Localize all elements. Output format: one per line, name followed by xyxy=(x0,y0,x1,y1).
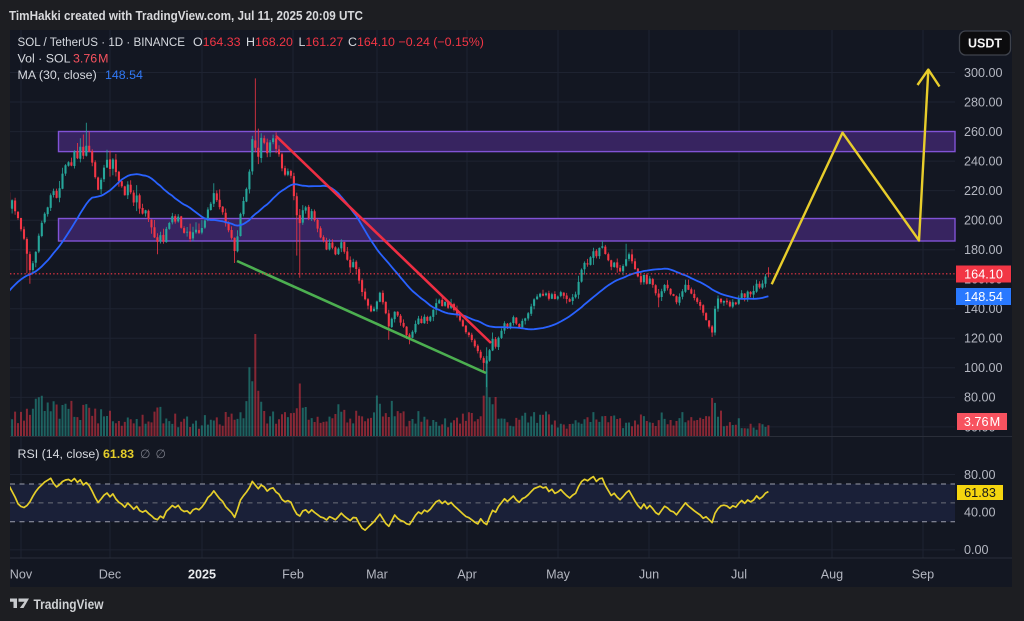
svg-text:Nov: Nov xyxy=(10,568,33,582)
svg-text:200.00: 200.00 xyxy=(964,214,1003,228)
svg-text:L161.27: L161.27 xyxy=(299,35,344,49)
svg-text:120.00: 120.00 xyxy=(964,332,1003,346)
svg-text:164.10: 164.10 xyxy=(964,268,1003,282)
svg-text:180.00: 180.00 xyxy=(964,243,1003,257)
svg-text:148.54: 148.54 xyxy=(105,68,143,82)
svg-text:240.00: 240.00 xyxy=(964,154,1003,168)
svg-text:80.00: 80.00 xyxy=(964,468,996,482)
svg-text:Dec: Dec xyxy=(99,568,121,582)
svg-text:C164.10: C164.10 xyxy=(348,35,395,49)
svg-text:RSI (14, close): RSI (14, close) xyxy=(18,447,100,461)
svg-text:140.00: 140.00 xyxy=(964,302,1003,316)
svg-text:61.83: 61.83 xyxy=(103,447,134,461)
svg-text:80.00: 80.00 xyxy=(964,391,996,405)
svg-text:40.00: 40.00 xyxy=(964,506,996,520)
svg-text:USDT: USDT xyxy=(968,37,1002,51)
svg-text:220.00: 220.00 xyxy=(964,184,1003,198)
svg-text:Feb: Feb xyxy=(282,568,304,582)
svg-text:148.54: 148.54 xyxy=(964,290,1003,304)
svg-text:Jul: Jul xyxy=(731,568,747,582)
svg-text:0.00: 0.00 xyxy=(964,543,989,557)
svg-text:∅: ∅ xyxy=(140,447,150,461)
svg-text:TimHakki created with TradingV: TimHakki created with TradingView.com, J… xyxy=(9,8,364,23)
svg-text:3.76 M: 3.76 M xyxy=(964,415,1000,429)
svg-text:∅: ∅ xyxy=(156,447,166,461)
svg-text:Aug: Aug xyxy=(821,568,843,582)
svg-text:2025: 2025 xyxy=(188,568,216,582)
svg-text:H168.20: H168.20 xyxy=(246,35,293,49)
svg-text:100.00: 100.00 xyxy=(964,361,1003,375)
svg-text:O164.33: O164.33 xyxy=(193,35,241,49)
svg-text:SOL / TetherUS · 1D · BINANCE: SOL / TetherUS · 1D · BINANCE xyxy=(18,35,186,49)
svg-text:TradingView: TradingView xyxy=(34,596,104,612)
svg-text:Sep: Sep xyxy=(912,568,934,582)
svg-text:May: May xyxy=(546,568,570,582)
svg-text:MA (30, close): MA (30, close) xyxy=(18,68,97,82)
svg-text:3.76 M: 3.76 M xyxy=(73,52,108,66)
svg-text:260.00: 260.00 xyxy=(964,125,1003,139)
svg-text:61.83: 61.83 xyxy=(964,486,996,500)
svg-text:Jun: Jun xyxy=(639,568,659,582)
svg-text:−0.24 (−0.15%): −0.24 (−0.15%) xyxy=(399,35,484,49)
svg-text:300.00: 300.00 xyxy=(964,66,1003,80)
svg-text:Mar: Mar xyxy=(366,568,388,582)
svg-text:280.00: 280.00 xyxy=(964,95,1003,109)
svg-text:Vol · SOL: Vol · SOL xyxy=(18,52,71,66)
svg-text:Apr: Apr xyxy=(457,568,477,582)
